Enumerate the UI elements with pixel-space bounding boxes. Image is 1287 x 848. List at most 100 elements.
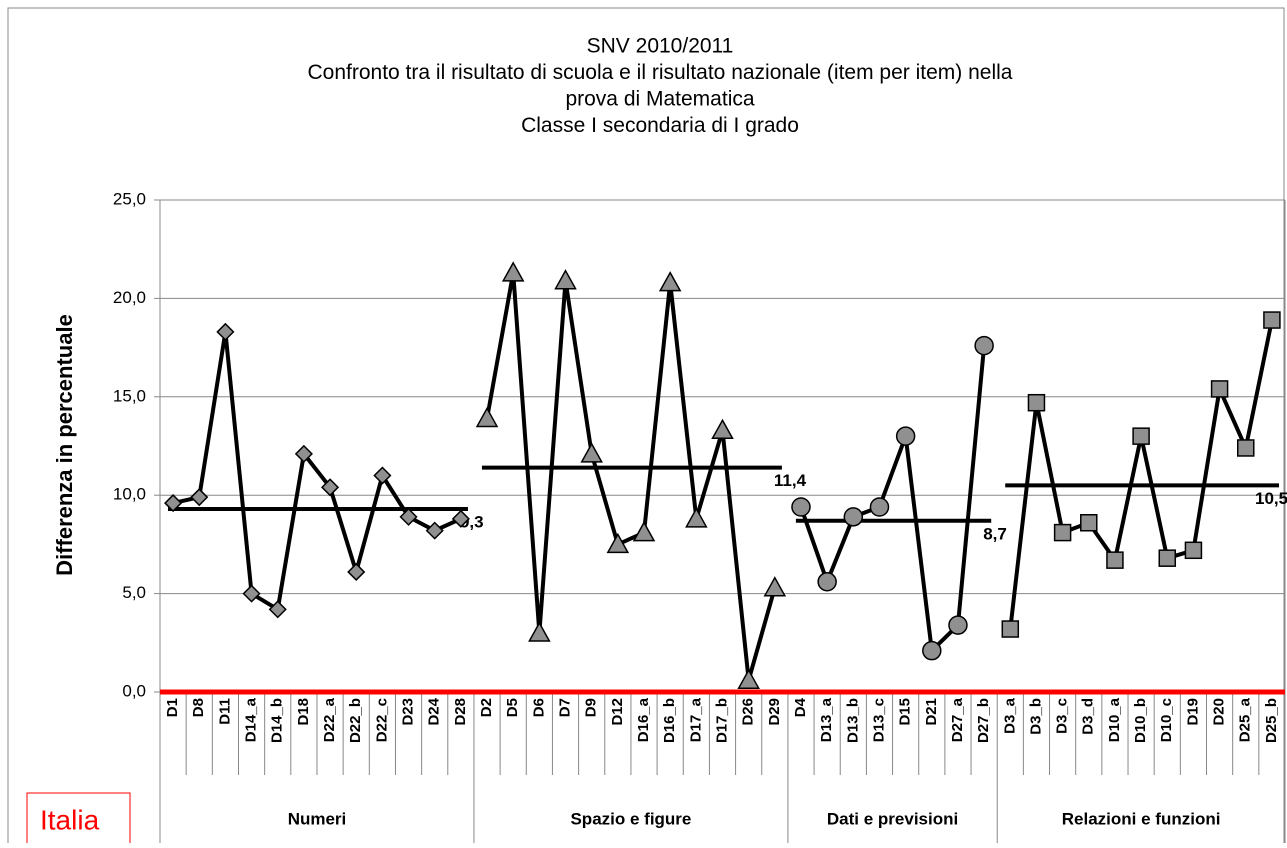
y-tick-label: 20,0 bbox=[113, 288, 146, 307]
y-axis-label: Differenza in percentuale bbox=[52, 314, 77, 576]
marker bbox=[1001, 620, 1020, 638]
chart-border bbox=[7, 7, 1285, 848]
y-tick-label: 25,0 bbox=[113, 189, 146, 208]
title-line: Confronto tra il risultato di scuola e i… bbox=[308, 61, 1013, 84]
marker bbox=[948, 615, 968, 635]
marker bbox=[606, 532, 630, 554]
x-tick-label: D10_b bbox=[1132, 698, 1149, 743]
y-tick-label: 15,0 bbox=[113, 386, 146, 405]
marker bbox=[974, 335, 994, 356]
group-label: Relazioni e funzioni bbox=[1062, 809, 1221, 828]
marker bbox=[190, 488, 209, 507]
x-tick-label: D25_a bbox=[1237, 697, 1254, 742]
marker bbox=[869, 497, 890, 517]
x-tick-label: D13_c bbox=[870, 698, 887, 742]
group-label: Spazio e figure bbox=[570, 809, 691, 828]
x-tick-label: D6 bbox=[530, 698, 547, 717]
x-tick-label: D13_a bbox=[818, 697, 835, 742]
x-tick-label: D27_a bbox=[949, 697, 966, 742]
marker bbox=[320, 478, 340, 497]
x-tick-label: D13_b bbox=[844, 698, 861, 743]
marker bbox=[242, 584, 261, 603]
x-tick-label: D11 bbox=[216, 698, 233, 725]
marker bbox=[475, 406, 499, 428]
x-tick-label: D5 bbox=[504, 698, 521, 717]
title-line: Classe I secondaria di I grado bbox=[521, 114, 799, 137]
mean-label: 10,5 bbox=[1255, 489, 1287, 508]
series-line bbox=[485, 272, 777, 681]
x-tick-label: D25_b bbox=[1263, 698, 1280, 743]
group-label: Dati e previsioni bbox=[827, 809, 958, 828]
marker bbox=[268, 600, 287, 619]
x-tick-label: D19 bbox=[1184, 698, 1201, 726]
x-tick-label: D4 bbox=[792, 697, 809, 717]
x-tick-label: D3_b bbox=[1027, 698, 1044, 735]
x-tick-label: D28 bbox=[452, 698, 469, 726]
marker bbox=[451, 509, 470, 528]
marker bbox=[1132, 427, 1150, 445]
marker bbox=[399, 507, 418, 526]
x-tick-label: D22_b bbox=[347, 698, 364, 743]
marker bbox=[347, 562, 366, 582]
marker bbox=[632, 521, 656, 542]
marker bbox=[1210, 380, 1229, 398]
marker bbox=[1237, 439, 1255, 457]
x-tick-label: D22_a bbox=[321, 697, 338, 742]
marker bbox=[895, 426, 916, 446]
legend-label: Italia bbox=[40, 804, 100, 835]
marker bbox=[711, 418, 734, 440]
x-tick-label: D17_b bbox=[713, 698, 730, 743]
x-tick-label: D29 bbox=[766, 698, 783, 726]
group-label: Numeri bbox=[288, 809, 347, 828]
x-tick-label: D3_c bbox=[1054, 698, 1071, 734]
x-tick-label: D15 bbox=[897, 698, 914, 726]
marker bbox=[658, 271, 682, 292]
x-tick-label: D9 bbox=[583, 698, 600, 717]
mean-label: 11,4 bbox=[774, 471, 807, 490]
marker bbox=[216, 322, 235, 341]
marker bbox=[294, 444, 313, 463]
series-line bbox=[799, 345, 987, 655]
marker bbox=[922, 640, 942, 661]
marker bbox=[501, 261, 525, 282]
chart-title: SNV 2010/2011 Confronto tra il risultato … bbox=[308, 35, 1013, 138]
x-tick-label: D7 bbox=[556, 698, 573, 717]
marker bbox=[843, 507, 864, 527]
x-tick-label: D17_a bbox=[687, 697, 704, 742]
marker bbox=[685, 507, 708, 528]
series-line bbox=[172, 331, 462, 613]
title-line: SNV 2010/2011 bbox=[587, 35, 734, 58]
x-tick-label: D8 bbox=[190, 698, 207, 717]
x-tick-label: D27_b bbox=[975, 698, 992, 743]
x-tick-label: D3_d bbox=[1080, 698, 1097, 735]
series-line bbox=[1008, 319, 1274, 630]
x-tick-label: D16_b bbox=[661, 698, 678, 743]
marker bbox=[1106, 551, 1124, 569]
x-tick-label: D3_a bbox=[1001, 697, 1018, 734]
x-tick-label: D12 bbox=[609, 698, 626, 726]
marker bbox=[373, 466, 392, 485]
marker bbox=[763, 576, 787, 597]
x-tick-label: D10_c bbox=[1158, 698, 1175, 742]
x-tick-label: D14_a bbox=[243, 697, 260, 742]
marker bbox=[1158, 549, 1177, 567]
marker bbox=[425, 521, 444, 540]
y-tick-label: 0,0 bbox=[122, 681, 146, 700]
marker bbox=[791, 497, 811, 517]
x-tick-label: D14_b bbox=[269, 698, 286, 743]
x-tick-label: D20 bbox=[1211, 698, 1228, 726]
marker bbox=[580, 442, 603, 463]
mean-label: 8,7 bbox=[983, 524, 1007, 543]
y-tick-label: 10,0 bbox=[113, 485, 146, 504]
x-tick-label: D2 bbox=[478, 698, 495, 717]
marker bbox=[1263, 311, 1281, 329]
marker bbox=[1053, 523, 1072, 542]
x-tick-label: D26 bbox=[740, 698, 757, 726]
x-tick-label: D22_c bbox=[373, 698, 390, 742]
marker bbox=[164, 494, 183, 513]
marker bbox=[737, 668, 760, 689]
x-tick-label: D21 bbox=[923, 698, 940, 726]
marker bbox=[1027, 393, 1046, 412]
x-tick-label: D10_a bbox=[1106, 697, 1123, 742]
